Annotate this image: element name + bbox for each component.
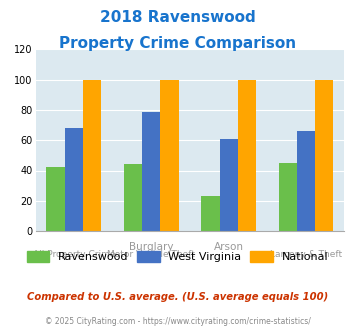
Bar [201, 196, 219, 231]
Text: Arson: Arson [214, 242, 244, 251]
Text: Motor Vehicle Theft: Motor Vehicle Theft [107, 250, 195, 259]
Text: Burglary: Burglary [129, 242, 174, 251]
Bar [47, 167, 65, 231]
Bar [279, 163, 297, 231]
Text: Compared to U.S. average. (U.S. average equals 100): Compared to U.S. average. (U.S. average … [27, 292, 328, 302]
Bar [315, 80, 333, 231]
Bar [160, 80, 179, 231]
Bar [142, 112, 160, 231]
Bar [297, 131, 315, 231]
Bar [65, 128, 83, 231]
Bar [124, 164, 142, 231]
Text: © 2025 CityRating.com - https://www.cityrating.com/crime-statistics/: © 2025 CityRating.com - https://www.city… [45, 317, 310, 326]
Text: All Property Crime: All Property Crime [33, 250, 115, 259]
Text: 2018 Ravenswood: 2018 Ravenswood [100, 10, 255, 25]
Bar [238, 80, 256, 231]
Text: Larceny & Theft: Larceny & Theft [270, 250, 342, 259]
Text: Property Crime Comparison: Property Crime Comparison [59, 36, 296, 51]
Bar [219, 139, 238, 231]
Legend: Ravenswood, West Virginia, National: Ravenswood, West Virginia, National [22, 247, 333, 267]
Bar [83, 80, 101, 231]
